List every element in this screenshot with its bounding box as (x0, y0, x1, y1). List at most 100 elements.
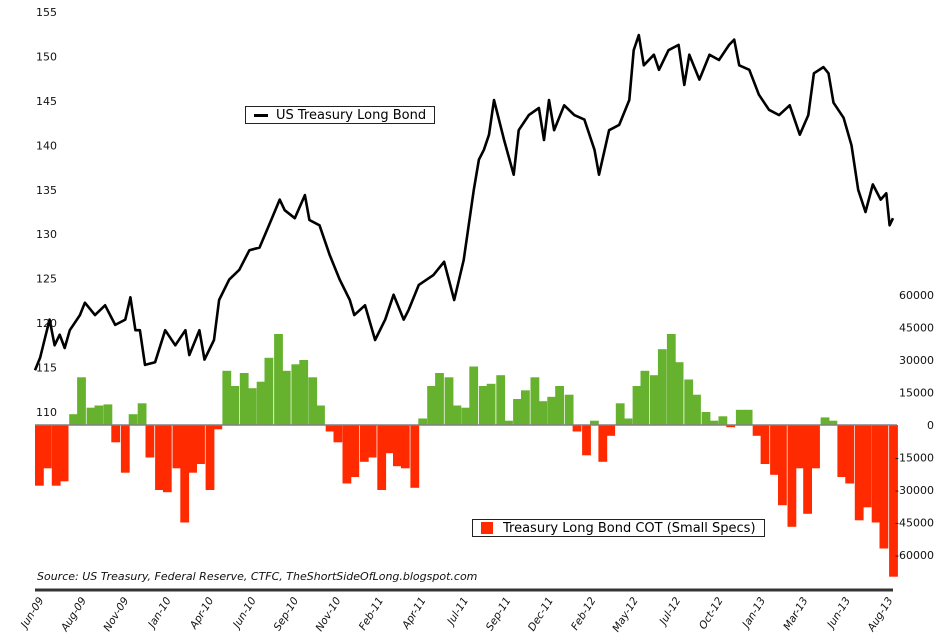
cot-bar (128, 414, 138, 425)
cot-bar (879, 425, 889, 549)
cot-bar (350, 425, 360, 477)
cot-bar (820, 417, 830, 425)
x-tick-label: Jan-13 (739, 595, 768, 631)
cot-bar (530, 377, 540, 425)
cot-bar (59, 425, 69, 482)
cot-bar (469, 366, 479, 425)
x-tick-label: Feb-11 (357, 595, 386, 632)
x-tick-label: Jun-13 (824, 595, 853, 632)
x-tick-label: Nov-10 (314, 595, 344, 634)
x-tick-label: May-12 (610, 595, 641, 634)
cot-bar (418, 418, 428, 425)
cot-bar (42, 425, 52, 469)
cot-bar (496, 375, 506, 425)
right-tick-label: -30000 (895, 484, 934, 497)
right-tick-label: -60000 (895, 549, 934, 562)
cot-bar (120, 425, 130, 473)
x-tick-label: Oct-12 (697, 595, 726, 632)
cot-bar (239, 373, 249, 425)
cot-bar (760, 425, 770, 464)
legend-bond: US Treasury Long Bond (245, 106, 436, 124)
cot-bar (692, 394, 701, 425)
right-tick-label: 45000 (899, 322, 934, 335)
cot-bar (701, 412, 711, 425)
cot-bar (213, 425, 223, 430)
x-tick-label: Jul-12 (656, 595, 683, 629)
cot-bar (77, 377, 86, 425)
cot-bar (828, 420, 838, 425)
cot-bar (735, 409, 745, 425)
x-tick-label: Aug-13 (865, 595, 896, 634)
cot-bar (308, 377, 318, 425)
cot-bar (452, 405, 462, 425)
cot-bar (590, 420, 599, 425)
cot-bar (427, 386, 436, 425)
cot-bar (547, 396, 557, 425)
cot-bar (274, 334, 283, 425)
x-tick-label: Apr-10 (187, 595, 216, 632)
cot-bar (770, 425, 779, 475)
cot-bar (632, 386, 642, 425)
left-tick-label: 140 (36, 139, 57, 152)
x-tick-label: Jan-10 (145, 595, 174, 632)
right-tick-label: 30000 (899, 354, 934, 367)
cot-bar (564, 394, 574, 425)
cot-bar (377, 425, 387, 490)
cot-bar (180, 425, 190, 523)
x-tick-label: Feb-12 (569, 595, 599, 632)
cot-bar (103, 404, 113, 425)
cot-bar (256, 381, 266, 425)
bond-price-line (33, 33, 895, 371)
cot-bar (188, 425, 197, 473)
cot-bar (674, 362, 684, 425)
cot-bar (137, 403, 147, 425)
legend-cot: Treasury Long Bond COT (Small Specs) (472, 519, 765, 537)
x-axis-ticks: Jun-09 Aug-09 Nov-09 Jan-10 Apr-10 Jun-10 Sep-… (18, 595, 896, 634)
legend-cot-label: Treasury Long Bond COT (Small Specs) (503, 520, 756, 536)
cot-bar (247, 388, 257, 425)
cot-bar (291, 364, 301, 425)
right-tick-label: 60000 (899, 289, 934, 302)
cot-bar (359, 425, 369, 462)
right-tick-label: 0 (927, 419, 934, 432)
cot-bar (486, 383, 496, 425)
cot-bar (726, 425, 736, 428)
cot-bar (606, 425, 616, 436)
right-axis-ticks: 60000 45000 30000 15000 0 -15000 -30000 -45000 -… (895, 289, 934, 562)
cot-bar (871, 425, 881, 523)
cot-bar (521, 390, 530, 425)
cot-bar (155, 425, 164, 490)
cot-bar (367, 425, 377, 458)
cot-bar (845, 425, 855, 484)
cot-bar (333, 425, 343, 443)
cot-bar (342, 425, 352, 484)
cot-bar (111, 425, 121, 443)
cot-bar (86, 407, 96, 425)
cot-bar (650, 375, 659, 425)
cot-bar (205, 425, 215, 490)
cot-bar (504, 420, 513, 425)
cot-bar (299, 360, 309, 425)
cot-bar (709, 420, 719, 425)
cot-bar (862, 425, 872, 508)
cot-bar (410, 425, 420, 488)
left-tick-label: 120 (36, 317, 57, 330)
left-axis-ticks: 155 150 145 140 135 130 125 120 115 110 (36, 6, 57, 419)
left-tick-label: 150 (36, 50, 57, 63)
cot-bar (325, 425, 335, 432)
cot-bar (598, 425, 608, 462)
cot-bar (400, 425, 410, 469)
cot-bar (435, 373, 444, 425)
left-tick-label: 135 (36, 184, 57, 197)
left-tick-label: 155 (36, 6, 57, 19)
x-tick-label: Mar-13 (781, 595, 810, 632)
left-tick-label: 125 (36, 273, 57, 286)
cot-bar (811, 425, 820, 469)
legend-bond-label: US Treasury Long Bond (276, 107, 427, 123)
cot-bar (795, 425, 805, 469)
cot-bar (35, 425, 44, 486)
legend-line-swatch (254, 113, 268, 117)
cot-bar (478, 386, 488, 425)
